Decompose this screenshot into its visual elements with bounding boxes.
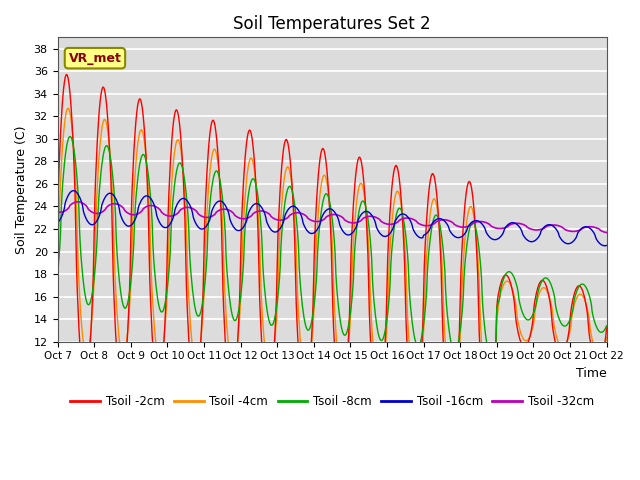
Tsoil -8cm [432, 212, 440, 218]
Legend: Tsoil -2cm, Tsoil -4cm, Tsoil -8cm, Tsoil -16cm, Tsoil -32cm: Tsoil -2cm, Tsoil -4cm, Tsoil -8cm, Tsoi… [66, 390, 598, 413]
Tsoil -4cm [175, 138, 182, 144]
Tsoil -32cm [432, 219, 440, 225]
Tsoil -16cm [603, 242, 611, 248]
Tsoil -4cm [378, 377, 385, 383]
Line: Tsoil -16cm: Tsoil -16cm [58, 191, 607, 246]
Tsoil -4cm [198, 318, 206, 324]
Tsoil -8cm [488, 354, 495, 360]
Tsoil -4cm [324, 189, 332, 194]
Tsoil -32cm [175, 209, 182, 215]
Tsoil -8cm [66, 133, 74, 139]
Tsoil -32cm [553, 222, 561, 228]
Tsoil -2cm [175, 115, 182, 121]
Tsoil -16cm [324, 206, 332, 212]
Tsoil -32cm [324, 213, 332, 219]
Tsoil -8cm [54, 272, 61, 277]
Tsoil -16cm [54, 220, 61, 226]
Tsoil -8cm [554, 312, 562, 318]
Y-axis label: Soil Temperature (C): Soil Temperature (C) [15, 125, 28, 254]
Tsoil -8cm [603, 323, 611, 329]
X-axis label: Time: Time [576, 367, 607, 380]
Tsoil -2cm [324, 184, 332, 190]
Tsoil -32cm [378, 219, 385, 225]
Tsoil -16cm [553, 228, 561, 233]
Tsoil -2cm [432, 183, 440, 189]
Tsoil -2cm [198, 305, 206, 311]
Tsoil -4cm [554, 338, 562, 344]
Tsoil -4cm [54, 273, 61, 278]
Tsoil -2cm [378, 390, 385, 396]
Tsoil -32cm [198, 214, 206, 219]
Tsoil -16cm [432, 217, 440, 223]
Tsoil -4cm [603, 335, 611, 340]
Tsoil -4cm [65, 106, 72, 111]
Line: Tsoil -2cm: Tsoil -2cm [58, 74, 607, 426]
Tsoil -16cm [70, 188, 77, 193]
Text: VR_met: VR_met [68, 52, 122, 65]
Tsoil -2cm [484, 423, 492, 429]
Tsoil -32cm [74, 199, 82, 205]
Tsoil -16cm [601, 243, 609, 249]
Tsoil -8cm [324, 193, 332, 199]
Tsoil -16cm [198, 226, 206, 232]
Tsoil -8cm [378, 337, 385, 343]
Tsoil -2cm [54, 226, 61, 232]
Tsoil -8cm [175, 161, 182, 167]
Line: Tsoil -8cm: Tsoil -8cm [58, 136, 607, 357]
Tsoil -32cm [54, 209, 61, 215]
Tsoil -32cm [603, 230, 611, 236]
Tsoil -4cm [432, 199, 440, 204]
Tsoil -16cm [175, 199, 182, 204]
Tsoil -8cm [198, 301, 206, 307]
Tsoil -2cm [554, 348, 562, 353]
Tsoil -2cm [63, 72, 70, 77]
Tsoil -16cm [378, 232, 385, 238]
Line: Tsoil -4cm: Tsoil -4cm [58, 108, 607, 402]
Tsoil -2cm [603, 324, 611, 330]
Title: Soil Temperatures Set 2: Soil Temperatures Set 2 [233, 15, 431, 33]
Line: Tsoil -32cm: Tsoil -32cm [58, 202, 607, 233]
Tsoil -4cm [485, 399, 493, 405]
